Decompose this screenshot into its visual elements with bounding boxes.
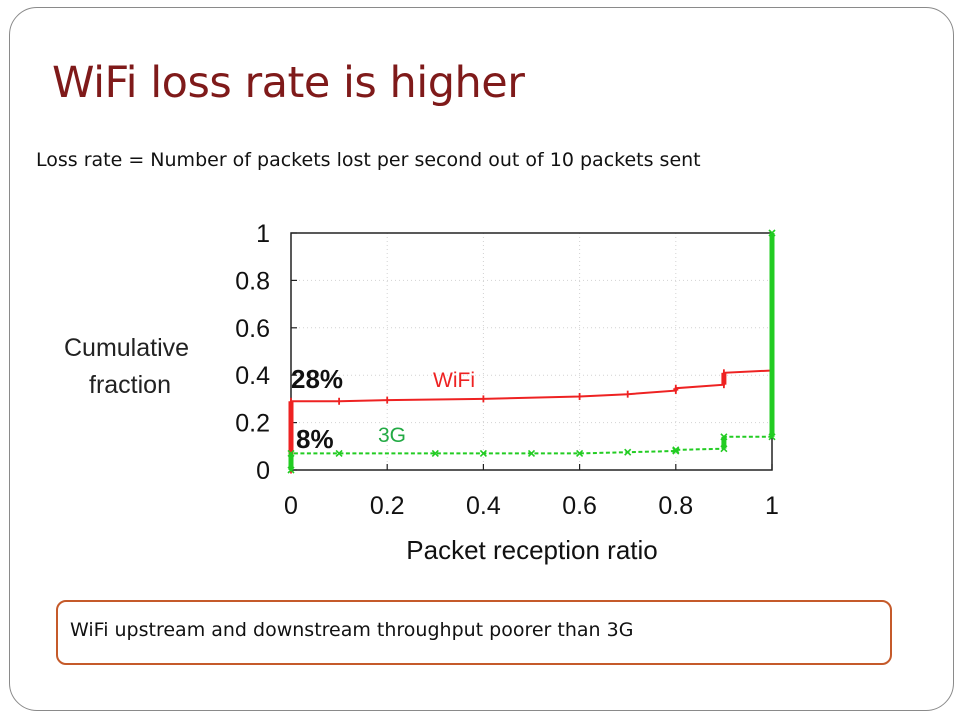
- cdf-chart: 0 0.2 0.4 0.6 0.8 1 0 0.2 0.4 0.6 0.8 1 Packet rece…: [64, 220, 779, 565]
- slide-subtitle: Loss rate = Number of packets lost per s…: [36, 149, 701, 171]
- data-point-3g: [672, 447, 680, 455]
- data-point-3g: [720, 433, 728, 441]
- plot-frame: [290, 232, 773, 471]
- y-tick-label: 0.4: [235, 362, 270, 390]
- data-point-3g: [335, 449, 343, 457]
- slide-title: WiFi loss rate is higher: [52, 58, 525, 108]
- y-tick-label: 0.8: [235, 267, 270, 295]
- x-tick-label: 0.4: [466, 492, 501, 520]
- series-lines: [287, 229, 776, 474]
- x-tick-label: 0.6: [562, 492, 597, 520]
- grid-lines: [290, 232, 773, 471]
- data-point-3g: [720, 445, 728, 453]
- data-point-3g: [527, 449, 536, 457]
- y-axis-label-line-1: Cumulative: [64, 334, 189, 362]
- data-point-3g: [624, 448, 632, 456]
- data-point-3g: [287, 466, 295, 474]
- data-point-3g: [672, 446, 680, 454]
- series-line-wifi: [290, 369, 773, 470]
- series-line-3g: [290, 233, 773, 470]
- data-point-3g: [576, 449, 584, 457]
- data-point-3g: [431, 449, 439, 457]
- annotation-wifi-percent: 28%: [291, 364, 343, 394]
- callout-text: WiFi upstream and downstream throughput …: [70, 619, 634, 641]
- x-axis-label: Packet reception ratio: [406, 535, 657, 565]
- x-tick-label: 0.2: [370, 492, 405, 520]
- series-label-3g: 3G: [378, 424, 406, 447]
- x-tick-label: 0.8: [658, 492, 693, 520]
- y-tick-label: 0.2: [235, 410, 270, 438]
- data-point-3g: [768, 229, 776, 237]
- series-label-wifi: WiFi: [433, 369, 475, 392]
- data-point-3g: [768, 433, 776, 441]
- annotation-3g-percent: 8%: [296, 424, 334, 454]
- data-point-3g: [479, 449, 487, 457]
- y-tick-label: 0: [256, 457, 270, 485]
- y-axis-label: Cumulative fraction: [64, 334, 196, 399]
- axis-ticks: 0 0.2 0.4 0.6 0.8 1 0 0.2 0.4 0.6 0.8 1: [235, 220, 779, 520]
- slide-frame: [9, 7, 954, 711]
- y-tick-label: 0.6: [235, 315, 270, 343]
- x-tick-label: 1: [765, 492, 779, 520]
- y-tick-label: 1: [256, 220, 270, 248]
- y-axis-label-line-2: fraction: [89, 371, 171, 399]
- callout-box: WiFi upstream and downstream throughput …: [56, 600, 892, 665]
- data-point-3g: [287, 449, 295, 457]
- x-tick-label: 0: [284, 492, 298, 520]
